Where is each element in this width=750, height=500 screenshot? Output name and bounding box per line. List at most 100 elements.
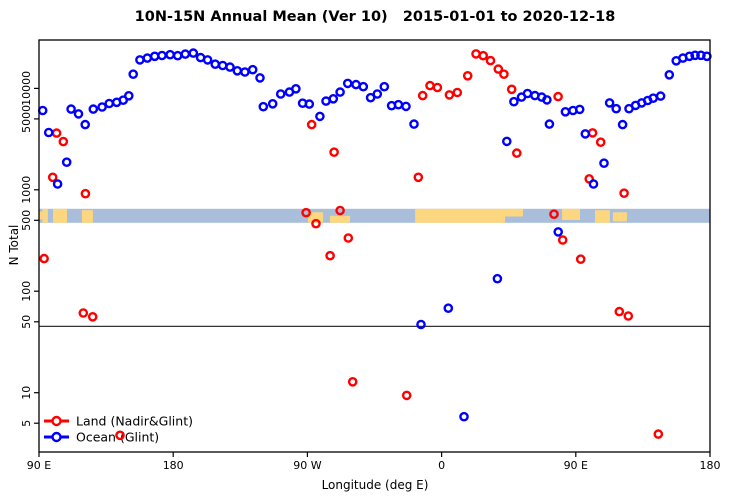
data-point — [80, 188, 91, 199]
data-point — [544, 119, 555, 129]
data-point — [690, 50, 700, 61]
map-band-land-patch — [308, 212, 324, 223]
y-tick-label: 100 — [20, 281, 33, 302]
data-point — [655, 91, 666, 101]
data-point — [291, 84, 301, 94]
data-point — [549, 209, 559, 219]
data-point — [157, 50, 167, 61]
data-point — [413, 172, 424, 183]
data-point — [401, 101, 411, 112]
data-point — [73, 109, 84, 119]
data-point — [342, 78, 353, 89]
data-point — [335, 87, 345, 97]
data-point — [393, 99, 404, 110]
data-point — [425, 80, 435, 91]
data-point — [142, 53, 153, 63]
map-band-land-patch — [53, 208, 67, 223]
data-point — [247, 64, 258, 75]
data-point — [115, 430, 125, 441]
data-point — [574, 104, 585, 115]
data-point — [619, 188, 629, 198]
y-tick-label: 10 — [20, 386, 33, 400]
data-point — [365, 92, 376, 103]
data-point — [432, 82, 443, 93]
map-band-land-patch — [612, 212, 627, 222]
data-point — [553, 91, 563, 102]
data-point — [301, 207, 311, 218]
legend-marker-icon — [51, 415, 62, 427]
data-point — [417, 90, 428, 101]
map-band-ocean — [39, 208, 710, 223]
data-point — [560, 107, 571, 117]
x-tick-label: 0 — [438, 459, 445, 472]
data-point — [462, 71, 473, 81]
data-point — [557, 235, 568, 245]
data-point — [501, 136, 512, 147]
data-point — [39, 253, 49, 264]
data-point — [335, 205, 345, 216]
data-point — [492, 273, 503, 284]
data-point — [325, 250, 335, 261]
data-point — [258, 101, 269, 112]
data-point — [87, 311, 98, 322]
data-point — [664, 70, 675, 80]
data-point — [611, 103, 622, 114]
y-tick-label: 10000 — [20, 71, 33, 106]
data-point — [522, 88, 533, 99]
data-point — [478, 50, 489, 61]
y-tick-label: 5 — [20, 420, 33, 427]
data-point — [275, 89, 286, 99]
series-land — [39, 49, 664, 441]
data-point — [485, 55, 496, 66]
data-point — [443, 303, 454, 314]
data-point — [51, 128, 62, 138]
data-point — [267, 99, 278, 109]
x-tick-label: 180 — [700, 459, 721, 472]
data-point — [217, 60, 228, 71]
data-point — [180, 49, 191, 59]
data-point — [202, 55, 213, 65]
data-point — [315, 111, 325, 122]
data-point — [542, 95, 552, 105]
x-tick-label: 180 — [163, 459, 184, 472]
series-ocean — [37, 48, 712, 422]
map-band-land-patch — [505, 208, 523, 217]
data-point — [379, 81, 390, 92]
data-point — [452, 87, 463, 98]
y-tick-label: 5000 — [20, 105, 33, 133]
map-band-land-patch — [39, 211, 43, 220]
chart-title: 10N-15N Annual Mean (Ver 10) 2015-01-01 … — [134, 9, 616, 25]
data-point — [240, 67, 250, 77]
data-point — [617, 119, 628, 130]
data-point — [416, 319, 426, 330]
data-point — [58, 136, 69, 147]
data-point — [614, 306, 625, 317]
data-point — [149, 51, 160, 62]
data-point — [588, 179, 599, 189]
x-tick-label: 90 W — [293, 459, 321, 472]
data-point — [78, 308, 89, 318]
x-tick-label: 90 E — [564, 459, 588, 472]
data-point — [135, 55, 145, 65]
data-point — [128, 69, 138, 79]
map-band-land-patch — [81, 210, 93, 223]
data-point — [37, 105, 48, 116]
data-point — [653, 429, 664, 439]
data-point — [553, 227, 564, 237]
data-point — [165, 49, 175, 60]
data-point — [648, 93, 659, 103]
data-point — [623, 311, 634, 321]
data-point — [358, 81, 369, 92]
data-point — [599, 158, 609, 168]
data-point — [684, 51, 695, 62]
map-band-land-patch — [415, 208, 505, 223]
data-point — [88, 104, 99, 114]
y-tick-label: 500 — [20, 210, 33, 231]
legend-marker-icon — [51, 431, 62, 443]
data-point — [459, 411, 469, 422]
data-point — [512, 148, 522, 158]
data-point — [604, 98, 615, 108]
data-point — [499, 69, 509, 79]
data-point — [61, 157, 72, 167]
